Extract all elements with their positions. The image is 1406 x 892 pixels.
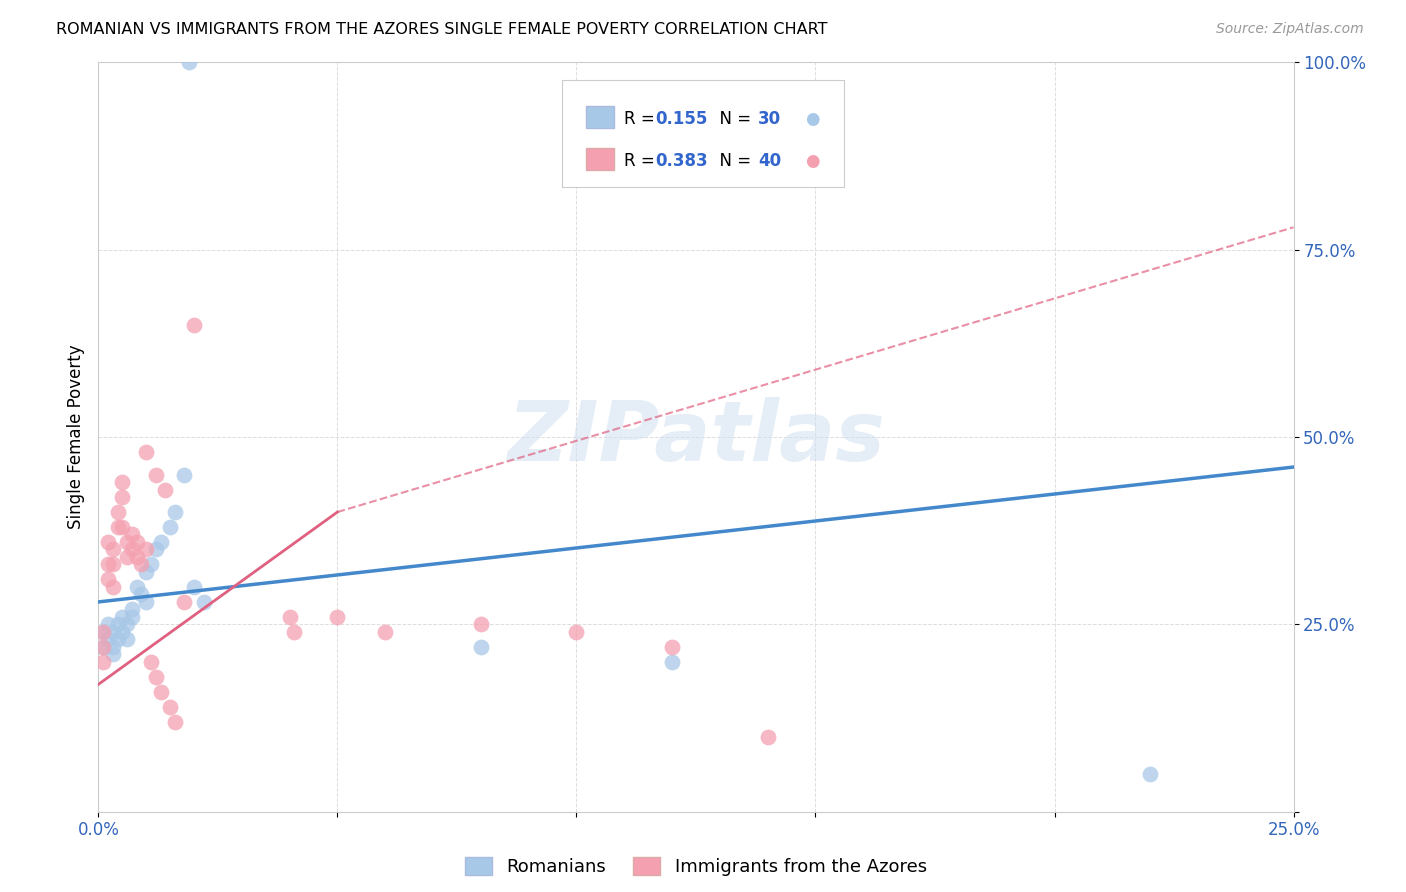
Point	[149, 535, 172, 549]
Point	[101, 624, 124, 639]
Point	[326, 610, 349, 624]
Point	[97, 558, 120, 572]
Text: N =: N =	[709, 110, 756, 128]
Point	[756, 730, 779, 744]
Point	[155, 483, 177, 497]
Point	[101, 640, 124, 654]
Text: ●: ●	[806, 152, 820, 169]
Point	[173, 595, 195, 609]
Point	[91, 640, 114, 654]
Point	[135, 565, 157, 579]
Point	[135, 595, 157, 609]
Text: 30: 30	[758, 110, 780, 128]
Point	[139, 558, 162, 572]
Point	[183, 580, 205, 594]
Point	[115, 549, 138, 564]
Point	[135, 542, 157, 557]
Point	[101, 648, 124, 662]
Point	[121, 610, 143, 624]
Point	[125, 580, 148, 594]
Point	[115, 617, 138, 632]
Point	[661, 640, 683, 654]
Legend: Romanians, Immigrants from the Azores: Romanians, Immigrants from the Azores	[456, 847, 936, 885]
Text: 0.155: 0.155	[655, 110, 707, 128]
Point	[97, 617, 120, 632]
Point	[111, 520, 134, 534]
Point	[163, 714, 186, 729]
Text: ●: ●	[806, 110, 820, 128]
Point	[179, 55, 201, 70]
Text: ROMANIAN VS IMMIGRANTS FROM THE AZORES SINGLE FEMALE POVERTY CORRELATION CHART: ROMANIAN VS IMMIGRANTS FROM THE AZORES S…	[56, 22, 828, 37]
Text: R =: R =	[624, 152, 661, 169]
Point	[91, 624, 114, 639]
Point	[111, 490, 134, 504]
Point	[111, 624, 134, 639]
Y-axis label: Single Female Poverty: Single Female Poverty	[66, 345, 84, 529]
Point	[115, 535, 138, 549]
Point	[107, 632, 129, 647]
Point	[565, 624, 588, 639]
Point	[121, 542, 143, 557]
Point	[163, 505, 186, 519]
Text: Source: ZipAtlas.com: Source: ZipAtlas.com	[1216, 22, 1364, 37]
Point	[139, 655, 162, 669]
Point	[107, 505, 129, 519]
Point	[107, 520, 129, 534]
Point	[101, 580, 124, 594]
Point	[470, 640, 492, 654]
Point	[121, 602, 143, 616]
Point	[125, 535, 148, 549]
Point	[159, 699, 181, 714]
Text: R =: R =	[624, 110, 661, 128]
Point	[125, 549, 148, 564]
Point	[145, 670, 167, 684]
Text: 0.383: 0.383	[655, 152, 707, 169]
Text: N =: N =	[709, 152, 756, 169]
Point	[101, 558, 124, 572]
Point	[131, 587, 153, 601]
Point	[91, 655, 114, 669]
Point	[1139, 767, 1161, 781]
Point	[374, 624, 396, 639]
Point	[470, 617, 492, 632]
Point	[145, 542, 167, 557]
Point	[97, 573, 120, 587]
Point	[145, 467, 167, 482]
Point	[97, 535, 120, 549]
Point	[131, 558, 153, 572]
Point	[91, 640, 114, 654]
Point	[97, 632, 120, 647]
Point	[661, 655, 683, 669]
Point	[278, 610, 301, 624]
Point	[111, 610, 134, 624]
Point	[107, 617, 129, 632]
Point	[173, 467, 195, 482]
Point	[91, 624, 114, 639]
Text: ZIPatlas: ZIPatlas	[508, 397, 884, 477]
Point	[149, 685, 172, 699]
Point	[111, 475, 134, 489]
Point	[283, 624, 305, 639]
Point	[159, 520, 181, 534]
Point	[135, 445, 157, 459]
Point	[115, 632, 138, 647]
Text: 40: 40	[758, 152, 780, 169]
Point	[101, 542, 124, 557]
Point	[121, 527, 143, 541]
Point	[183, 318, 205, 332]
Point	[193, 595, 215, 609]
